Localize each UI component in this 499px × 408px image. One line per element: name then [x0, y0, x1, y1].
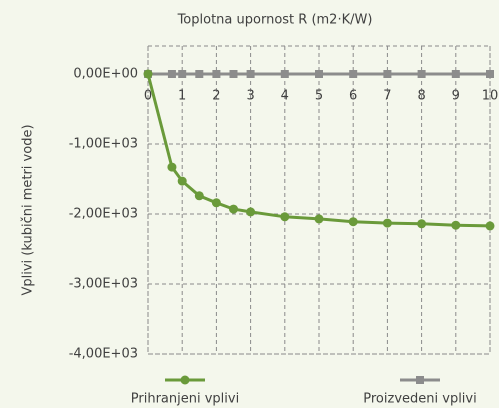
data-point [143, 69, 153, 79]
y-tick-label: -3,00E+03 [69, 277, 138, 292]
data-point [486, 70, 494, 78]
data-point [314, 214, 324, 224]
data-point [229, 204, 238, 214]
x-tick-label: 1 [178, 89, 186, 104]
x-tick-label: 7 [383, 89, 391, 104]
x-tick-label: 5 [315, 89, 323, 104]
data-point [211, 198, 221, 208]
data-point [280, 70, 289, 78]
x-tick-label: 10 [482, 89, 499, 104]
data-point [417, 70, 426, 78]
y-tick-label: -4,00E+03 [69, 347, 138, 362]
data-point [167, 70, 176, 78]
data-point [246, 207, 256, 217]
data-point [194, 191, 204, 201]
legend-marker [180, 375, 190, 385]
data-point [167, 162, 177, 172]
x-tick-label: 4 [281, 89, 289, 104]
y-tick-label: -2,00E+03 [69, 207, 138, 222]
legend-label: Prihranjeni vplivi [131, 392, 239, 407]
x-tick-label: 0 [144, 89, 152, 104]
data-point [348, 217, 358, 227]
data-point [246, 70, 255, 78]
data-point [485, 221, 495, 231]
data-point [349, 70, 358, 78]
data-point [417, 219, 427, 229]
data-point [451, 70, 460, 78]
data-point [177, 176, 187, 186]
data-point [212, 70, 221, 78]
x-tick-label: 9 [452, 89, 460, 104]
data-point [451, 220, 461, 230]
data-point [280, 212, 290, 222]
y-axis-label: Vplivi (kubični metri vode) [21, 124, 36, 295]
x-axis-label: Toplotna upornost R (m2·K/W) [177, 13, 373, 28]
x-tick-label: 8 [417, 89, 425, 104]
legend-marker [416, 376, 424, 384]
data-point [195, 70, 204, 78]
data-point [178, 70, 187, 78]
x-tick-label: 2 [212, 89, 220, 104]
data-point [383, 70, 392, 78]
data-point [382, 218, 392, 228]
data-point [229, 70, 238, 78]
y-tick-label: -1,00E+03 [69, 137, 138, 152]
legend-label: Proizvedeni vplivi [363, 392, 476, 407]
x-tick-label: 6 [349, 89, 357, 104]
y-tick-label: 0,00E+00 [73, 67, 138, 82]
x-tick-label: 3 [246, 89, 254, 104]
data-point [315, 70, 323, 78]
